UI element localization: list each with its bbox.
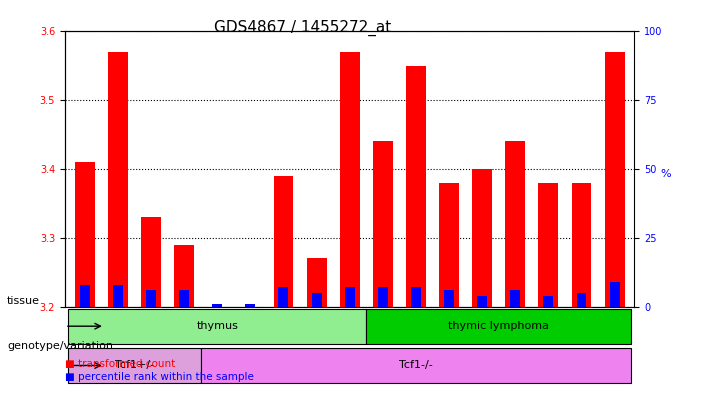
FancyBboxPatch shape <box>200 348 631 383</box>
Bar <box>80 285 89 307</box>
Bar <box>411 287 421 307</box>
Bar <box>245 304 255 307</box>
Bar <box>505 141 525 307</box>
Text: GDS4867 / 1455272_at: GDS4867 / 1455272_at <box>214 20 392 36</box>
Bar <box>610 282 619 307</box>
Bar <box>539 183 558 307</box>
Text: tissue: tissue <box>7 296 40 306</box>
Bar <box>278 287 288 307</box>
Text: genotype/variation: genotype/variation <box>7 341 113 351</box>
Bar <box>572 183 591 307</box>
Text: thymic lymphoma: thymic lymphoma <box>448 321 549 331</box>
Bar <box>477 296 487 307</box>
Text: thymus: thymus <box>196 321 238 331</box>
Bar <box>174 245 194 307</box>
Bar <box>113 285 123 307</box>
Bar <box>146 290 156 307</box>
Bar <box>340 52 360 307</box>
Bar <box>345 287 355 307</box>
Bar <box>108 52 128 307</box>
Bar <box>510 290 521 307</box>
Bar <box>141 217 161 307</box>
FancyBboxPatch shape <box>68 309 366 344</box>
Bar <box>306 259 327 307</box>
FancyBboxPatch shape <box>366 309 631 344</box>
Bar <box>311 293 322 307</box>
Text: Tcf1-/-: Tcf1-/- <box>399 360 433 371</box>
FancyBboxPatch shape <box>68 348 200 383</box>
Text: ■ percentile rank within the sample: ■ percentile rank within the sample <box>65 372 254 382</box>
Bar <box>472 169 492 307</box>
Bar <box>179 290 189 307</box>
Y-axis label: %: % <box>660 169 671 179</box>
Bar <box>212 304 222 307</box>
Bar <box>605 52 624 307</box>
Bar <box>439 183 459 307</box>
Text: Tcf1+/-: Tcf1+/- <box>115 360 154 371</box>
Text: ■ transformed count: ■ transformed count <box>65 358 175 369</box>
Bar <box>378 287 388 307</box>
Bar <box>373 141 393 307</box>
Bar <box>406 66 426 307</box>
Bar <box>273 176 293 307</box>
Bar <box>577 293 586 307</box>
Bar <box>544 296 553 307</box>
Bar <box>444 290 454 307</box>
Bar <box>75 162 94 307</box>
